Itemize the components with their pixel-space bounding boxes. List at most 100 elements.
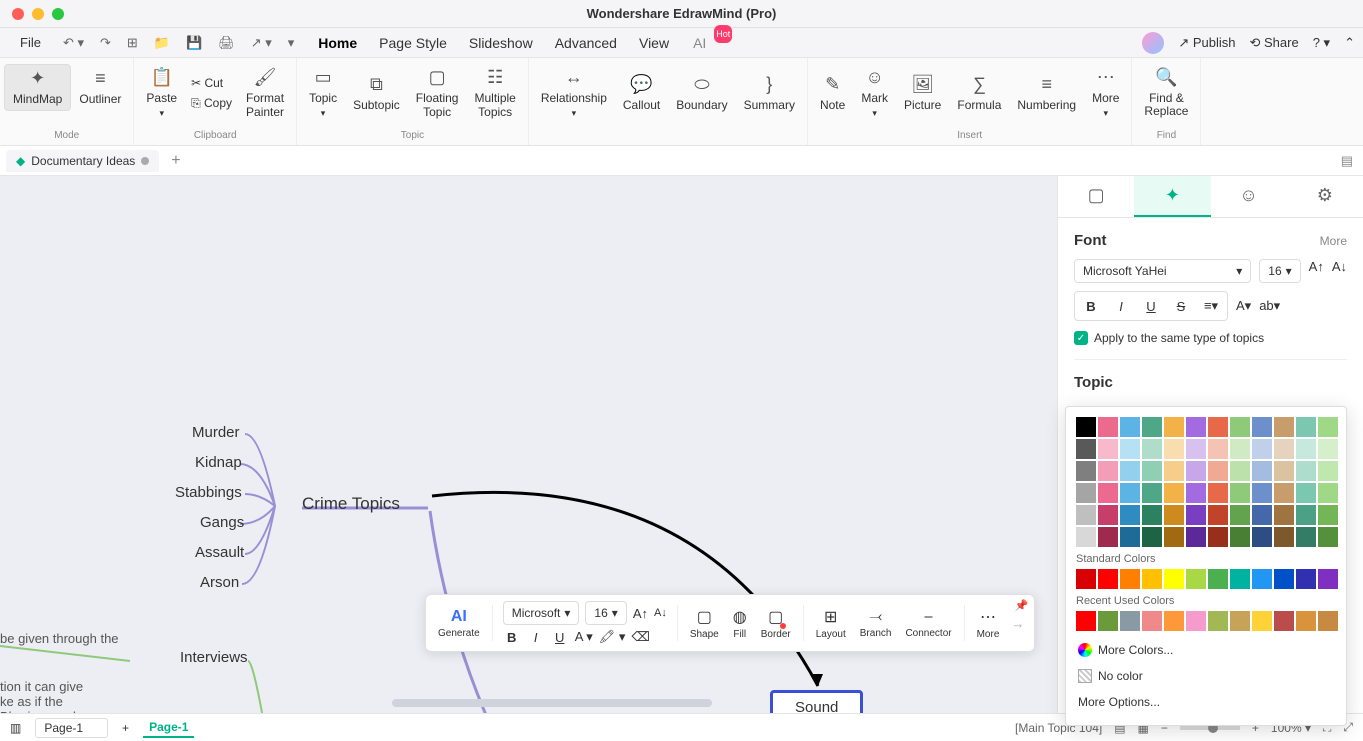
color-swatch[interactable] xyxy=(1230,439,1250,459)
color-swatch[interactable] xyxy=(1076,611,1096,631)
increase-font-icon[interactable]: A↑ xyxy=(1309,259,1324,283)
color-swatch[interactable] xyxy=(1164,611,1184,631)
color-swatch[interactable] xyxy=(1230,569,1250,589)
zoom-slider[interactable] xyxy=(1180,726,1240,730)
color-swatch[interactable] xyxy=(1230,505,1250,525)
italic-button[interactable]: I xyxy=(1107,294,1135,318)
sidetab-settings-icon[interactable]: ⚙ xyxy=(1287,176,1363,217)
color-swatch[interactable] xyxy=(1296,611,1316,631)
subtopic[interactable]: Arson xyxy=(200,574,239,591)
subtopic[interactable]: Murder xyxy=(192,424,240,441)
font-family-select[interactable]: Microsoft YaHei▾ xyxy=(1074,259,1251,283)
color-swatch[interactable] xyxy=(1252,505,1272,525)
color-swatch[interactable] xyxy=(1296,461,1316,481)
color-swatch[interactable] xyxy=(1296,527,1316,547)
apply-same-type-checkbox[interactable]: ✓Apply to the same type of topics xyxy=(1074,331,1347,345)
color-swatch[interactable] xyxy=(1142,611,1162,631)
layout-button[interactable]: ⊞Layout xyxy=(810,607,852,640)
clear-format-button[interactable]: ⌫ xyxy=(631,629,649,645)
color-swatch[interactable] xyxy=(1164,439,1184,459)
color-swatch[interactable] xyxy=(1142,569,1162,589)
subtopic-button[interactable]: ⧉Subtopic xyxy=(345,64,408,123)
color-swatch[interactable] xyxy=(1208,505,1228,525)
underline-button[interactable]: U xyxy=(1137,294,1165,318)
color-swatch[interactable] xyxy=(1076,439,1096,459)
file-menu[interactable]: File xyxy=(8,31,53,54)
sidetab-style-icon[interactable]: ✦ xyxy=(1134,176,1210,217)
color-swatch[interactable] xyxy=(1296,417,1316,437)
color-swatch[interactable] xyxy=(1274,527,1294,547)
save-icon[interactable]: 💾 xyxy=(180,31,208,55)
share-button[interactable]: ⟲ Share xyxy=(1250,35,1299,51)
color-swatch[interactable] xyxy=(1120,439,1140,459)
color-swatch[interactable] xyxy=(1098,611,1118,631)
text-case-button[interactable]: ab▾ xyxy=(1259,298,1280,314)
ai-generate-button[interactable]: AIGenerate xyxy=(432,608,486,639)
color-swatch[interactable] xyxy=(1252,569,1272,589)
format-painter-button[interactable]: 🖌Format Painter xyxy=(238,64,292,123)
color-swatch[interactable] xyxy=(1164,483,1184,503)
font-size-select[interactable]: 16 ▾ xyxy=(1259,259,1300,283)
color-swatch[interactable] xyxy=(1274,569,1294,589)
color-swatch[interactable] xyxy=(1318,505,1338,525)
summary-button[interactable]: }Summary xyxy=(736,64,803,123)
branch-button[interactable]: ⤙Branch xyxy=(854,608,898,639)
color-swatch[interactable] xyxy=(1208,569,1228,589)
tab-ai[interactable]: AIHot xyxy=(689,31,710,55)
color-swatch[interactable] xyxy=(1274,439,1294,459)
color-swatch[interactable] xyxy=(1120,483,1140,503)
color-swatch[interactable] xyxy=(1252,527,1272,547)
color-swatch[interactable] xyxy=(1186,417,1206,437)
align-button[interactable]: ≡▾ xyxy=(1197,294,1225,318)
color-swatch[interactable] xyxy=(1186,505,1206,525)
note-button[interactable]: ✎Note xyxy=(812,64,853,123)
decrease-font-icon[interactable]: A↓ xyxy=(654,607,667,619)
color-swatch[interactable] xyxy=(1252,439,1272,459)
color-swatch[interactable] xyxy=(1318,527,1338,547)
minimize-icon[interactable] xyxy=(32,8,44,20)
undo-icon[interactable]: ↶ ▾ xyxy=(57,31,90,55)
color-swatch[interactable] xyxy=(1098,505,1118,525)
color-swatch[interactable] xyxy=(1164,569,1184,589)
subtopic[interactable]: Stabbings xyxy=(175,484,242,501)
font-more-link[interactable]: More xyxy=(1320,234,1347,248)
color-swatch[interactable] xyxy=(1076,461,1096,481)
topic-sound-selected[interactable]: Sound xyxy=(770,690,863,713)
more-insert-button[interactable]: ⋯More▾ xyxy=(1084,64,1127,123)
color-swatch[interactable] xyxy=(1186,461,1206,481)
tab-home[interactable]: Home xyxy=(316,31,359,55)
color-swatch[interactable] xyxy=(1296,505,1316,525)
more-options-option[interactable]: More Options... xyxy=(1076,689,1336,715)
color-swatch[interactable] xyxy=(1186,569,1206,589)
color-swatch[interactable] xyxy=(1142,527,1162,547)
topic-crime[interactable]: Crime Topics xyxy=(302,494,400,514)
color-swatch[interactable] xyxy=(1318,417,1338,437)
color-swatch[interactable] xyxy=(1142,439,1162,459)
no-color-option[interactable]: No color xyxy=(1076,663,1336,689)
copy-button[interactable]: ⎘ Copy xyxy=(185,94,238,113)
color-swatch[interactable] xyxy=(1098,569,1118,589)
highlight-button[interactable]: 🖍 ▾ xyxy=(599,629,626,645)
color-swatch[interactable] xyxy=(1230,527,1250,547)
color-swatch[interactable] xyxy=(1120,505,1140,525)
mini-size-select[interactable]: 16 ▾ xyxy=(585,601,626,625)
underline-button[interactable]: U xyxy=(551,630,569,645)
shape-button[interactable]: ▢Shape xyxy=(684,607,725,640)
redo-icon[interactable]: ↷ xyxy=(94,31,117,55)
mini-more-button[interactable]: ⋯More xyxy=(971,607,1006,640)
italic-button[interactable]: I xyxy=(527,630,545,645)
color-swatch[interactable] xyxy=(1318,439,1338,459)
more-colors-option[interactable]: More Colors... xyxy=(1076,637,1336,663)
color-swatch[interactable] xyxy=(1318,569,1338,589)
formula-button[interactable]: ∑Formula xyxy=(949,64,1009,123)
picture-button[interactable]: 🖼Picture xyxy=(896,64,949,123)
color-swatch[interactable] xyxy=(1296,439,1316,459)
expand-icon[interactable]: → xyxy=(1007,616,1028,631)
find-replace-button[interactable]: 🔍Find & Replace xyxy=(1136,64,1196,122)
color-swatch[interactable] xyxy=(1274,461,1294,481)
document-tab[interactable]: ◆ Documentary Ideas xyxy=(6,150,159,172)
color-swatch[interactable] xyxy=(1252,417,1272,437)
color-swatch[interactable] xyxy=(1120,527,1140,547)
more-qat-icon[interactable]: ▾ xyxy=(282,31,301,55)
page-select[interactable]: Page-1 xyxy=(35,718,108,738)
